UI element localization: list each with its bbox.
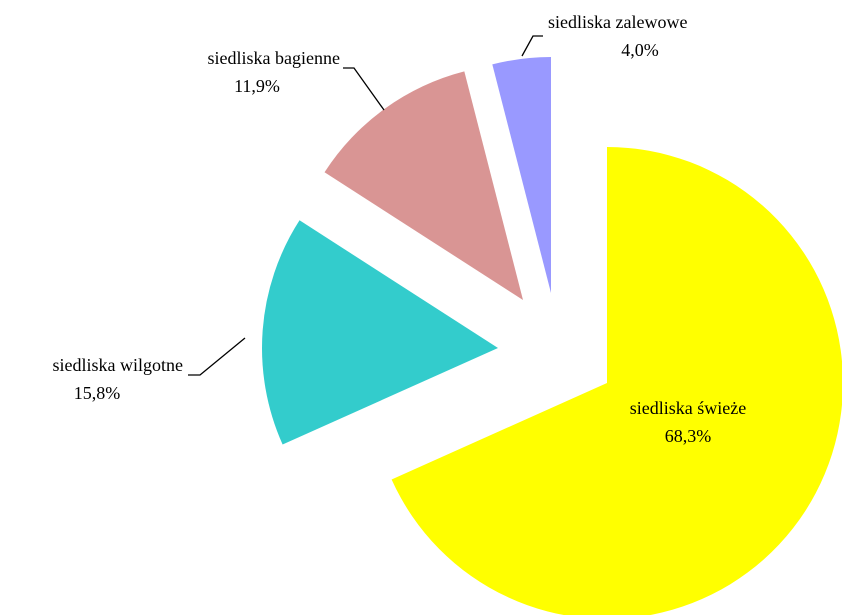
pie-slice: [262, 220, 498, 445]
slice-value-label: 15,8%: [74, 383, 121, 403]
slice-label: siedliska wilgotne: [53, 355, 183, 375]
leader-line: [343, 67, 385, 111]
leader-line: [521, 35, 543, 57]
slice-value-label: 4,0%: [621, 40, 659, 60]
pie-slice: [391, 147, 842, 615]
slice-value-label: 11,9%: [234, 76, 280, 96]
pie-slice: [492, 57, 551, 293]
slice-label: siedliska zalewowe: [548, 12, 687, 32]
slice-label: siedliska bagienne: [208, 48, 340, 68]
pie-slice: [324, 71, 523, 301]
slice-label: siedliska świeże: [630, 398, 746, 418]
leader-line: [188, 337, 246, 376]
slice-value-label: 68,3%: [665, 426, 712, 446]
